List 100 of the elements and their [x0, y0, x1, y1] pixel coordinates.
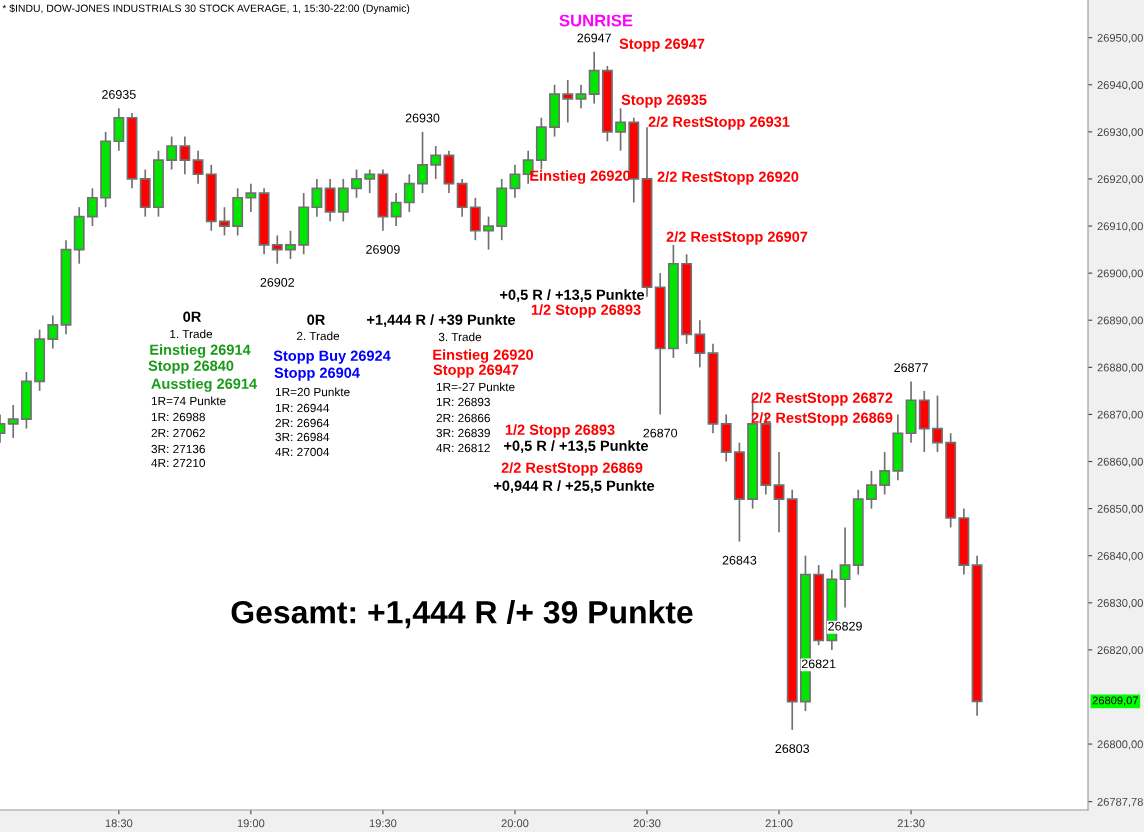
y-tick-label: 26860,00: [1097, 457, 1143, 467]
candlestick: [364, 168, 376, 194]
annotation: Stopp 26935: [621, 94, 707, 108]
annotation: 26843: [722, 555, 757, 565]
annotation: 2/2 RestStopp 26872: [751, 392, 893, 406]
annotation: 3R: 26839: [436, 428, 490, 438]
candlestick: [417, 131, 428, 194]
candlestick: [430, 145, 442, 180]
candlestick: [588, 50, 600, 105]
candlestick: [285, 229, 296, 260]
annotation: 26821: [801, 659, 836, 669]
candlestick: [47, 314, 59, 350]
annotation: +0,5 R / +13,5 Punkte: [500, 289, 645, 303]
y-tick-label: 26900,00: [1097, 269, 1143, 279]
annotation: 2/2 RestStopp 26931: [648, 116, 790, 130]
candlestick: [311, 178, 323, 218]
x-tick-label: 19:00: [237, 819, 265, 828]
y-tick-label: 26890,00: [1097, 316, 1143, 326]
annotation: 3R: 27136: [151, 444, 205, 454]
candlestick: [456, 178, 468, 218]
annotation: Einstieg 26920: [433, 349, 534, 363]
annotation: 3. Trade: [438, 332, 482, 342]
annotation: Stopp 26904: [274, 367, 360, 381]
candlestick: [839, 526, 851, 609]
annotation: 1. Trade: [170, 329, 213, 339]
annotation: 26902: [260, 277, 295, 287]
y-tick-label: 26920,00: [1097, 175, 1143, 185]
candlestick: [179, 135, 191, 176]
annotation: 0R: [307, 314, 326, 325]
y-tick-label: 26940,00: [1097, 81, 1143, 91]
candlestick: [575, 83, 587, 110]
annotation: 26935: [102, 90, 136, 99]
candlestick: [245, 182, 257, 213]
candlestick: [562, 79, 574, 124]
candlestick: [694, 319, 706, 369]
annotation: Stopp 26947: [619, 38, 705, 52]
y-tick-label: 26880,00: [1097, 363, 1143, 373]
annotation: Einstieg 26914: [150, 344, 251, 358]
annotation: 1R=-27 Punkte: [436, 382, 515, 392]
candlestick: [932, 394, 943, 453]
candlestick: [615, 107, 627, 152]
annotation: 4R: 27210: [151, 458, 206, 468]
candlestick: [403, 173, 415, 213]
x-tick-label: 20:30: [633, 819, 661, 828]
candlestick: [86, 187, 98, 227]
annotation: Gesamt: +1,444 R /+ 39 Punkte: [231, 600, 693, 629]
annotation: Stopp 26947: [433, 364, 519, 378]
annotation: +0,944 R / +25,5 Punkte: [493, 480, 655, 494]
x-tick-label: 21:30: [897, 819, 925, 828]
annotation: Ausstieg 26914: [151, 378, 258, 392]
annotation: 0R: [183, 311, 202, 322]
y-tick-label: 26870,00: [1097, 410, 1143, 420]
candlestick: [271, 234, 283, 265]
annotation: 2R: 26866: [436, 413, 490, 423]
annotation: 1R=74 Punkte: [151, 396, 226, 406]
annotation: 4R: 26812: [436, 443, 490, 453]
candlestick: [324, 178, 336, 223]
x-tick-label: 20:00: [501, 819, 529, 828]
candlestick: [337, 178, 349, 223]
y-tick-label: 26840,00: [1097, 551, 1143, 562]
annotation: +1,444 R / +39 Punkte: [367, 314, 516, 328]
candlestick: [219, 206, 230, 237]
annotation: 1R: 26893: [436, 397, 490, 407]
annotation: 26870: [643, 428, 678, 438]
candlestick: [483, 215, 495, 251]
candlestick: [390, 192, 402, 227]
annotation: 1R: 26988: [151, 412, 205, 422]
annotation: 1/2 Stopp 26893: [505, 424, 615, 438]
y-tick-label: 26910,00: [1097, 222, 1143, 232]
y-tick-label: 26850,00: [1097, 504, 1143, 515]
candlestick: [166, 135, 178, 171]
candlestick: [192, 149, 204, 185]
annotation: 2R: 27062: [151, 428, 205, 438]
annotation: 26829: [828, 621, 862, 631]
y-tick-label: 26820,00: [1097, 646, 1143, 656]
annotation: SUNRISE: [559, 14, 633, 27]
annotation: Stopp Buy 26924: [273, 350, 391, 364]
annotation: 1/2 Stopp 26893: [531, 304, 641, 318]
candlestick: [469, 196, 481, 242]
annotation: 3R: 26984: [275, 432, 330, 442]
chart-title: * $INDU, DOW-JONES INDUSTRIALS 30 STOCK AVERAGE, 1, 15:30-22:00 (Dynamic): [2, 4, 410, 15]
candlestick: [773, 451, 785, 533]
annotation: 1R=20 Punkte: [275, 387, 350, 397]
annotation: 26947: [577, 33, 611, 43]
annotation: 26930: [405, 113, 440, 123]
annotation: 4R: 27004: [275, 447, 330, 457]
candlestick: [865, 470, 877, 510]
annotation: 26803: [775, 744, 810, 754]
candlestick: [879, 451, 891, 496]
annotation: 2. Trade: [296, 331, 340, 341]
annotation: 26877: [894, 363, 928, 373]
annotation: 2/2 RestStopp 26920: [657, 171, 799, 185]
x-tick-label: 19:30: [369, 819, 397, 828]
candlestick: [7, 404, 19, 439]
annotation: 26909: [366, 244, 400, 254]
candlestick: [113, 107, 125, 152]
y-tick-label: 26930,00: [1097, 128, 1143, 138]
y-tick-label: 26800,00: [1097, 740, 1143, 750]
candlestick: [509, 163, 521, 199]
annotation: 2R: 26964: [275, 418, 330, 428]
